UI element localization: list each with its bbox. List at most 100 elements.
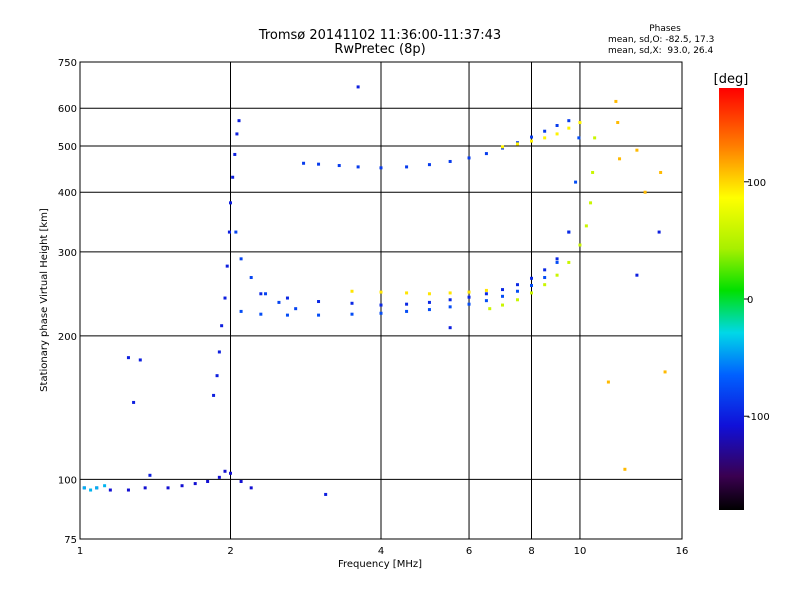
data-point (574, 180, 578, 184)
x-tick-label: 4 (378, 546, 384, 557)
data-point (89, 488, 93, 492)
y-tick-label: 400 (58, 188, 77, 199)
data-point (356, 85, 360, 89)
data-point (317, 313, 321, 317)
data-point (285, 296, 289, 300)
data-point (405, 302, 409, 306)
data-point (616, 121, 620, 125)
x-tick-labels: 1 2 4 6 8 10 16 (77, 546, 689, 557)
data-point (578, 121, 582, 125)
data-point (501, 288, 505, 292)
x-tick-label: 2 (227, 546, 233, 557)
data-point (277, 300, 281, 304)
data-point (448, 305, 452, 309)
data-point (217, 350, 221, 354)
y-tick-labels: 75 100 200 300 400 500 600 750 (58, 58, 77, 546)
data-point (555, 132, 559, 136)
chart-title: Tromsø 20141102 11:36:00-11:37:43 (258, 28, 501, 43)
data-point (324, 492, 328, 496)
x-tick-label: 10 (574, 546, 587, 557)
data-point (593, 136, 597, 140)
data-point (467, 290, 471, 294)
x-tick-label: 16 (676, 546, 689, 557)
data-point (235, 132, 239, 136)
data-point (589, 201, 593, 205)
data-point (239, 309, 243, 313)
x-tick-label: 8 (528, 546, 534, 557)
y-axis-label: Stationary phase Virtual Height [km] (39, 208, 50, 392)
data-point (567, 230, 571, 234)
data-point (530, 283, 533, 287)
data-point (217, 475, 221, 479)
data-point (663, 370, 667, 374)
data-point (234, 230, 238, 234)
data-point (606, 380, 610, 384)
data-point (379, 311, 383, 315)
data-point (193, 482, 197, 486)
data-point (405, 291, 409, 295)
data-point (555, 273, 559, 277)
data-point (180, 484, 184, 488)
data-point (515, 142, 519, 146)
y-tick-label: 200 (58, 332, 77, 343)
data-point (317, 300, 321, 304)
phase-stats-o: mean, sd,O: -82.5, 17.3 (608, 35, 714, 45)
data-point (635, 273, 639, 277)
data-point (543, 268, 547, 272)
plot-frame (79, 61, 683, 540)
y-tick-label: 100 (58, 475, 77, 486)
data-point (138, 358, 142, 362)
data-point (229, 201, 232, 205)
data-point (405, 165, 409, 169)
colorbar (719, 88, 744, 510)
data-point (223, 469, 227, 473)
data-point (448, 298, 452, 302)
data-point (379, 290, 383, 294)
phase-stats-heading: Phases (649, 24, 681, 34)
data-point (350, 312, 354, 316)
data-point (555, 257, 559, 261)
data-point (448, 159, 452, 163)
data-point (515, 283, 519, 287)
data-point (467, 156, 471, 160)
data-point (108, 488, 112, 492)
data-point (543, 276, 547, 280)
data-point (95, 486, 99, 490)
data-point (530, 135, 533, 139)
data-point (657, 230, 661, 234)
y-tick-label: 500 (58, 142, 77, 153)
data-point (231, 175, 235, 179)
data-point (237, 119, 241, 123)
data-point (530, 139, 533, 143)
data-point (635, 148, 639, 152)
data-point (427, 300, 431, 304)
x-axis-label: Frequency [MHz] (338, 559, 422, 570)
data-point (356, 165, 360, 169)
data-point (448, 291, 452, 295)
data-point (302, 161, 306, 165)
data-point (427, 308, 431, 312)
data-point (285, 313, 289, 317)
data-point (229, 471, 232, 475)
data-point (501, 303, 505, 307)
data-point (530, 291, 533, 295)
data-point (623, 467, 627, 471)
data-point (239, 479, 243, 483)
data-points (82, 85, 667, 496)
data-point (614, 99, 618, 103)
data-point (259, 292, 263, 296)
data-point (126, 488, 130, 492)
data-point (206, 479, 210, 483)
data-point (233, 152, 237, 156)
data-point (148, 473, 152, 477)
data-point (220, 324, 224, 328)
colorbar-tick-label: 0 (747, 295, 753, 306)
colorbar-tick-label: 100 (747, 178, 766, 189)
data-point (239, 257, 243, 261)
data-point (294, 307, 298, 311)
data-point (618, 157, 622, 161)
colorbar-ticks: 100 0 -100 (744, 178, 770, 423)
data-point (484, 292, 488, 296)
data-point (379, 166, 383, 170)
